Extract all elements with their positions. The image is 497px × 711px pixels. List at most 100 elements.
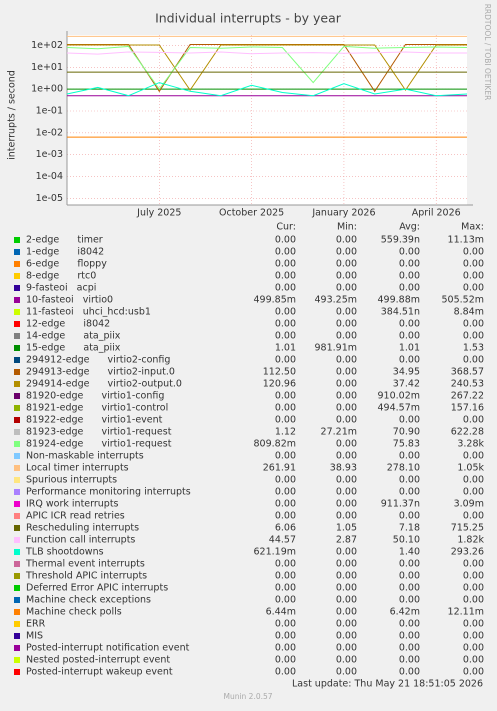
y-tick-label: 1e-01 (36, 105, 63, 116)
legend-stat: 0.00 (336, 247, 357, 258)
legend-stat: 0.00 (399, 487, 420, 498)
legend-swatch (14, 597, 20, 603)
legend-stat: 120.96 (263, 379, 296, 390)
legend-swatch (14, 669, 20, 675)
legend-label: Non-maskable interrupts (26, 451, 144, 462)
legend-stat: 0.00 (399, 247, 420, 258)
legend-stat: 0.00 (275, 355, 296, 366)
legend-label: MIS (26, 631, 43, 642)
legend-stat: 0.00 (275, 415, 296, 426)
legend-stat: 910.02m (378, 391, 421, 402)
legend-swatch (14, 237, 20, 243)
legend-label: 14-edge ata_piix (26, 331, 121, 342)
legend-label: 81920-edge virtio1-config (26, 391, 164, 402)
legend-swatch (14, 453, 20, 459)
legend-stat: 6.44m (266, 607, 296, 618)
legend-swatch (14, 477, 20, 483)
legend-label: Rescheduling interrupts (26, 523, 139, 534)
legend-label: Thermal event interrupts (25, 559, 145, 570)
legend-stat: 0.00 (336, 355, 357, 366)
legend-stat: 0.00 (463, 631, 484, 642)
legend-stat: 0.00 (275, 631, 296, 642)
legend-swatch (14, 417, 20, 423)
legend-label: TLB shootdowns (25, 547, 104, 558)
legend-stat: 621.19m (254, 547, 297, 558)
legend-swatch (14, 333, 20, 339)
legend-stat: 0.00 (275, 319, 296, 330)
legend-swatch (14, 513, 20, 519)
legend-stat: 0.00 (336, 475, 357, 486)
legend-label: Machine check exceptions (26, 595, 151, 606)
legend-swatch (14, 585, 20, 591)
legend-stat: 0.00 (336, 547, 357, 558)
x-tick-label: July 2025 (136, 208, 181, 219)
legend-label: 15-edge ata_piix (26, 343, 121, 354)
legend-label: 294914-edge virtio2-output.0 (26, 379, 182, 390)
legend-stat: 12.11m (448, 607, 484, 618)
y-tick-label: 1e-02 (36, 127, 63, 138)
legend-stat: 499.85m (254, 295, 297, 306)
legend-stat: 0.00 (399, 571, 420, 582)
legend-stat: 0.00 (399, 259, 420, 270)
legend-label: Spurious interrupts (26, 475, 117, 486)
legend-stat: 7.18 (399, 523, 420, 534)
legend-stat: 240.53 (451, 379, 484, 390)
legend-stat: 0.00 (275, 595, 296, 606)
legend-stat: 1.53 (463, 343, 484, 354)
legend-stat: 0.00 (463, 619, 484, 630)
legend-stat: 911.37n (381, 499, 420, 510)
legend-label: 6-edge floppy (26, 259, 107, 270)
legend-stat: 70.90 (393, 427, 420, 438)
legend-stat: 0.00 (463, 571, 484, 582)
footer: Munin 2.0.57 (223, 692, 272, 701)
legend-stat: 3.28k (457, 439, 484, 450)
legend-stat: 0.00 (463, 331, 484, 342)
legend-swatch (14, 573, 20, 579)
legend-label: 12-edge i8042 (26, 319, 110, 330)
legend-stat: 0.00 (399, 595, 420, 606)
legend-stat: 0.00 (463, 247, 484, 258)
legend-swatch (14, 621, 20, 627)
legend-stat: 0.00 (463, 583, 484, 594)
legend-stat: 0.00 (463, 655, 484, 666)
legend-stat: 0.00 (336, 667, 357, 678)
legend-stat: 505.52m (442, 295, 485, 306)
legend-stat: 1.05k (457, 463, 484, 474)
legend-stat: 0.00 (336, 511, 357, 522)
legend-label: 81921-edge virtio1-control (26, 403, 168, 414)
legend-label: Local timer interrupts (26, 463, 129, 474)
legend-stat: 157.16 (451, 403, 484, 414)
column-header: Cur: (276, 222, 296, 233)
legend-stat: 0.00 (463, 283, 484, 294)
legend-swatch (14, 405, 20, 411)
legend-stat: 1.40 (399, 547, 420, 558)
legend-stat: 0.00 (336, 331, 357, 342)
legend-stat: 0.00 (336, 235, 357, 246)
legend-stat: 0.00 (336, 283, 357, 294)
legend-stat: 3.09m (454, 499, 484, 510)
legend-stat: 0.00 (336, 259, 357, 270)
series-line (66, 51, 467, 55)
y-tick-label: 1e+02 (31, 40, 63, 51)
legend-swatch (14, 357, 20, 363)
legend-stat: 0.00 (275, 475, 296, 486)
legend-stat: 0.00 (399, 559, 420, 570)
series-line (66, 82, 468, 97)
legend-stat: 0.00 (275, 655, 296, 666)
legend-stat: 0.00 (336, 379, 357, 390)
legend-stat: 0.00 (463, 271, 484, 282)
legend-stat: 0.00 (399, 619, 420, 630)
legend-stat: 278.10 (387, 463, 420, 474)
legend-stat: 384.51n (381, 307, 420, 318)
legend-stat: 0.00 (336, 595, 357, 606)
legend-stat: 0.00 (275, 511, 296, 522)
legend-stat: 0.00 (275, 643, 296, 654)
legend-stat: 0.00 (399, 655, 420, 666)
legend-stat: 0.00 (336, 643, 357, 654)
legend-stat: 494.57m (378, 403, 421, 414)
legend-stat: 0.00 (336, 559, 357, 570)
legend-stat: 1.01 (399, 343, 420, 354)
legend-stat: 0.00 (336, 451, 357, 462)
legend-label: Deferred Error APIC interrupts (26, 583, 168, 594)
